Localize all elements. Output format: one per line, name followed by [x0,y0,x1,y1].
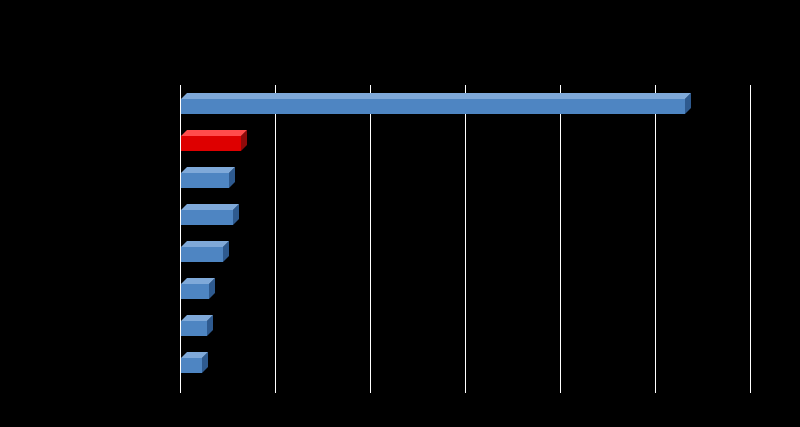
bar-front-face [181,247,223,262]
bar-front-face [181,173,229,188]
bar [181,352,208,373]
gridline [750,85,751,393]
bar-highlighted [181,130,247,151]
gridline [655,85,656,393]
bar-end-face [223,241,229,262]
bar-end-face [233,204,239,225]
bar-end-face [685,93,691,114]
bar-end-face [241,130,247,151]
gridline [370,85,371,393]
bar-end-face [229,167,235,188]
bar-top-face [181,241,229,247]
bar-front-face [181,284,209,299]
bar [181,204,239,225]
bar-top-face [181,204,239,210]
gridline [465,85,466,393]
bar-end-face [209,278,215,299]
bar [181,315,213,336]
gridline [560,85,561,393]
bar-end-face [207,315,213,336]
bar-front-face [181,210,233,225]
bar-top-face [181,167,235,173]
bar [181,93,691,114]
value-axis-line [180,85,181,393]
bar [181,241,229,262]
bar-end-face [202,352,208,373]
bar-front-face [181,136,241,151]
bar [181,167,235,188]
bar-front-face [181,321,207,336]
bar-front-face [181,99,685,114]
bar [181,278,215,299]
bar-top-face [181,130,247,136]
bar-top-face [181,93,691,99]
gridline [275,85,276,393]
bar-front-face [181,358,202,373]
